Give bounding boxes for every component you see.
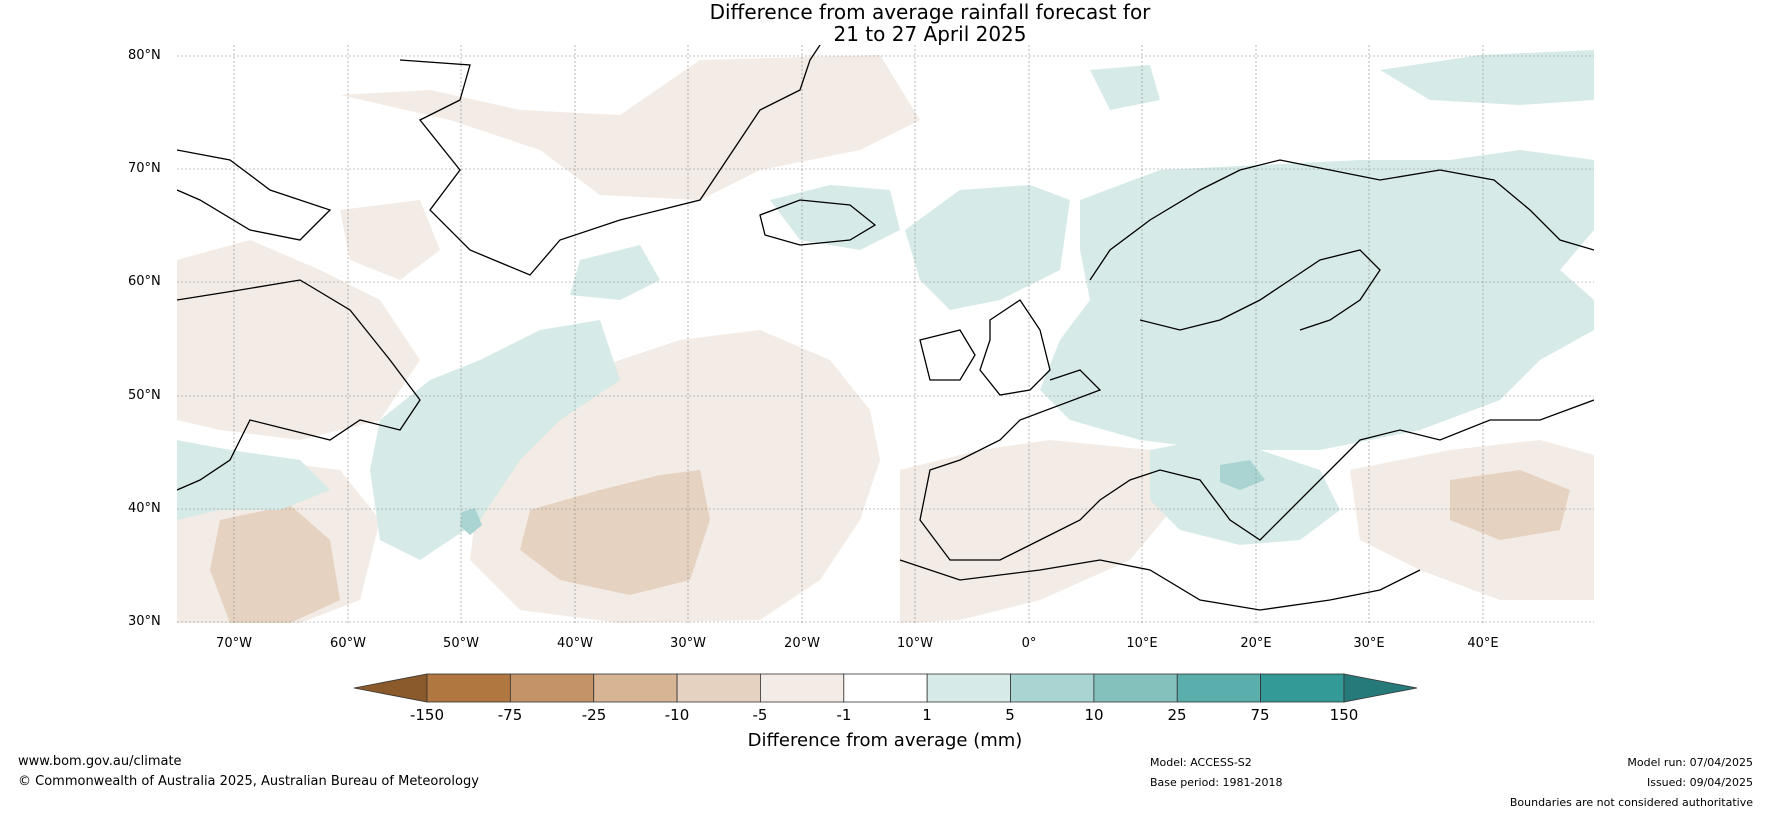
wet-mod-balkans	[1220, 460, 1265, 490]
colorbar-swatch	[1260, 673, 1345, 703]
colorbar-tick-11: 75	[1250, 706, 1270, 724]
lat-label-80: 80°N	[128, 48, 161, 63]
colorbar-extend-high	[1343, 673, 1418, 703]
colorbar-extend-low	[353, 673, 428, 703]
lon-label-40e: 40°E	[1467, 636, 1499, 651]
disclaimer-text: Boundaries are not considered authoritat…	[1509, 796, 1753, 809]
wet-region-mediterranean	[1150, 440, 1340, 545]
issued-text: Issued: 09/04/2025	[1646, 776, 1753, 789]
lat-label-30: 30°N	[128, 614, 161, 629]
copyright-text: © Commonwealth of Australia 2025, Austra…	[18, 774, 479, 789]
lon-label-30e: 30°E	[1353, 636, 1385, 651]
dry-region-iberia-africa	[900, 440, 1180, 623]
map-title-line2: 21 to 27 April 2025	[833, 22, 1027, 46]
colorbar-swatch	[509, 673, 595, 703]
wet-region-scandinavia-russia	[1040, 150, 1594, 450]
colorbar-tick-5: -5	[752, 706, 768, 724]
coast-britain	[979, 299, 1051, 396]
wet-region-north-russia	[1380, 50, 1594, 105]
wet-mod-atlantic-spot	[460, 508, 482, 535]
colorbar-swatch	[926, 673, 1011, 703]
colorbar-swatch	[760, 673, 845, 703]
colorbar-swatch	[676, 673, 761, 703]
colorbar-tick-12: 150	[1329, 706, 1359, 724]
anomaly-fields	[177, 45, 1594, 623]
lon-label-50w: 50°W	[443, 636, 479, 651]
colorbar-tick-6: -1	[836, 706, 852, 724]
coast-africa	[899, 559, 1421, 611]
base-period-text: Base period: 1981-2018	[1150, 776, 1283, 789]
wet-region-iceland-sea	[770, 185, 900, 250]
wet-region-nova-scotia	[177, 440, 330, 520]
lon-label-30w: 30°W	[670, 636, 706, 651]
colorbar-swatch	[1010, 673, 1095, 703]
coast-iceland	[759, 199, 877, 246]
dry-mod-south-west	[210, 505, 340, 623]
colorbar-tick-8: 5	[1005, 706, 1015, 724]
wet-region-greenland-south	[570, 245, 660, 300]
colorbar-tick-4: -10	[664, 706, 690, 724]
coast-greenland	[399, 45, 821, 276]
lat-label-40: 40°N	[128, 501, 161, 516]
lat-label-60: 60°N	[128, 274, 161, 289]
lon-label-0: 0°	[1021, 636, 1037, 651]
lon-label-20e: 20°E	[1240, 636, 1272, 651]
coast-baltic	[1139, 249, 1381, 331]
coast-norway	[1089, 159, 1594, 281]
website-text: www.bom.gov.au/climate	[18, 754, 182, 769]
colorbar-tick-10: 25	[1167, 706, 1187, 724]
wet-region-atlantic-north	[1090, 65, 1160, 110]
colorbar	[353, 673, 1418, 703]
map-title-line1: Difference from average rainfall forecas…	[709, 0, 1151, 24]
gridlines	[177, 45, 1594, 623]
lon-label-10w: 10°W	[897, 636, 933, 651]
lon-label-20w: 20°W	[784, 636, 820, 651]
colorbar-tick-3: -25	[581, 706, 607, 724]
model-run-text: Model run: 07/04/2025	[1627, 756, 1753, 769]
lon-label-10e: 10°E	[1126, 636, 1158, 651]
colorbar-tick-2: -75	[497, 706, 523, 724]
dry-region-greenland-north	[340, 55, 920, 200]
lon-label-40w: 40°W	[557, 636, 593, 651]
colorbar-swatch	[426, 673, 511, 703]
coast-europe-west	[919, 369, 1594, 561]
dry-region-labrador-sea	[340, 200, 440, 280]
lon-label-70w: 70°W	[216, 636, 252, 651]
colorbar-tick-7: 1	[922, 706, 932, 724]
colorbar-title: Difference from average (mm)	[747, 730, 1023, 751]
dry-mod-turkey	[1450, 470, 1570, 540]
coast-baffin	[177, 149, 332, 241]
lat-label-70: 70°N	[128, 161, 161, 176]
lat-label-50: 50°N	[128, 388, 161, 403]
model-text: Model: ACCESS-S2	[1150, 756, 1252, 769]
coastlines	[177, 45, 1594, 611]
coast-ireland	[919, 329, 976, 381]
coast-labrador	[177, 279, 421, 491]
wet-region-newfoundland	[370, 320, 620, 560]
colorbar-tick-1: -150	[409, 706, 445, 724]
colorbar-swatch	[843, 673, 928, 703]
colorbar-swatch	[593, 673, 678, 703]
dry-mod-atlantic	[520, 470, 710, 595]
lon-label-60w: 60°W	[330, 636, 366, 651]
colorbar-swatch	[1176, 673, 1261, 703]
colorbar-swatch	[1093, 673, 1178, 703]
colorbar-tick-9: 10	[1084, 706, 1104, 724]
